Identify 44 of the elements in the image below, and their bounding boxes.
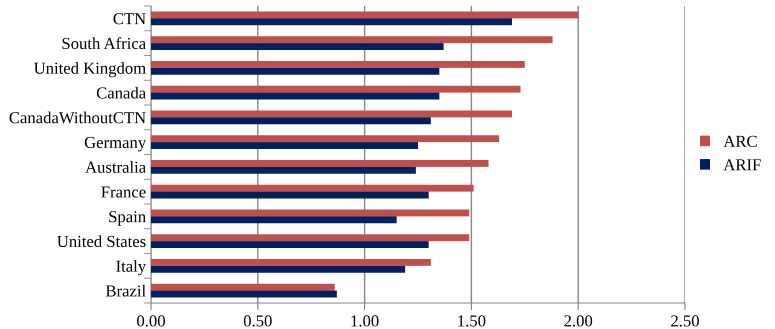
bar	[151, 92, 440, 100]
y-tick-label: Brazil	[106, 284, 146, 297]
bar	[151, 86, 521, 93]
y-tick-label: Canada	[96, 86, 146, 99]
bar	[151, 284, 335, 291]
bar	[151, 266, 406, 273]
y-tick-label: CTN	[113, 13, 146, 24]
bar	[151, 216, 397, 224]
bar	[151, 135, 500, 142]
y-tick-label: Spain	[109, 211, 146, 226]
y-tick-label: CanadaWithoutCTN	[10, 112, 146, 124]
x-tick-label: 0.50	[244, 315, 272, 327]
bar	[151, 36, 553, 44]
bar	[151, 184, 474, 192]
bar	[151, 234, 470, 242]
bar	[151, 142, 418, 150]
y-tick-label: United Kingdom	[34, 62, 146, 78]
bar	[151, 258, 431, 266]
bar	[151, 241, 429, 248]
y-tick-label: Germany	[84, 136, 146, 152]
bar	[151, 160, 488, 167]
y-tick-label: Italy	[116, 260, 146, 276]
x-tick-label: 1.00	[351, 315, 379, 327]
bar	[151, 209, 470, 216]
bar	[151, 110, 512, 118]
legend-label: ARIF	[723, 159, 761, 170]
bar	[151, 43, 444, 50]
bar	[151, 11, 578, 18]
bar	[151, 117, 431, 124]
x-tick-label: 1.50	[458, 315, 486, 327]
y-tick-label: France	[101, 186, 146, 198]
y-tick-label: United States	[57, 235, 146, 248]
x-tick-label: 0.00	[137, 315, 165, 327]
y-tick-label: Australia	[85, 161, 146, 173]
y-tick-label: South Africa	[62, 37, 146, 50]
x-tick-label: 2.50	[671, 315, 699, 327]
bar	[151, 166, 416, 174]
bar	[151, 60, 525, 68]
legend-label: ARC	[723, 136, 757, 147]
bar	[151, 192, 429, 199]
x-tick-label: 2.00	[564, 315, 592, 327]
bar	[151, 18, 512, 26]
bar	[151, 68, 440, 75]
bar	[151, 290, 337, 298]
